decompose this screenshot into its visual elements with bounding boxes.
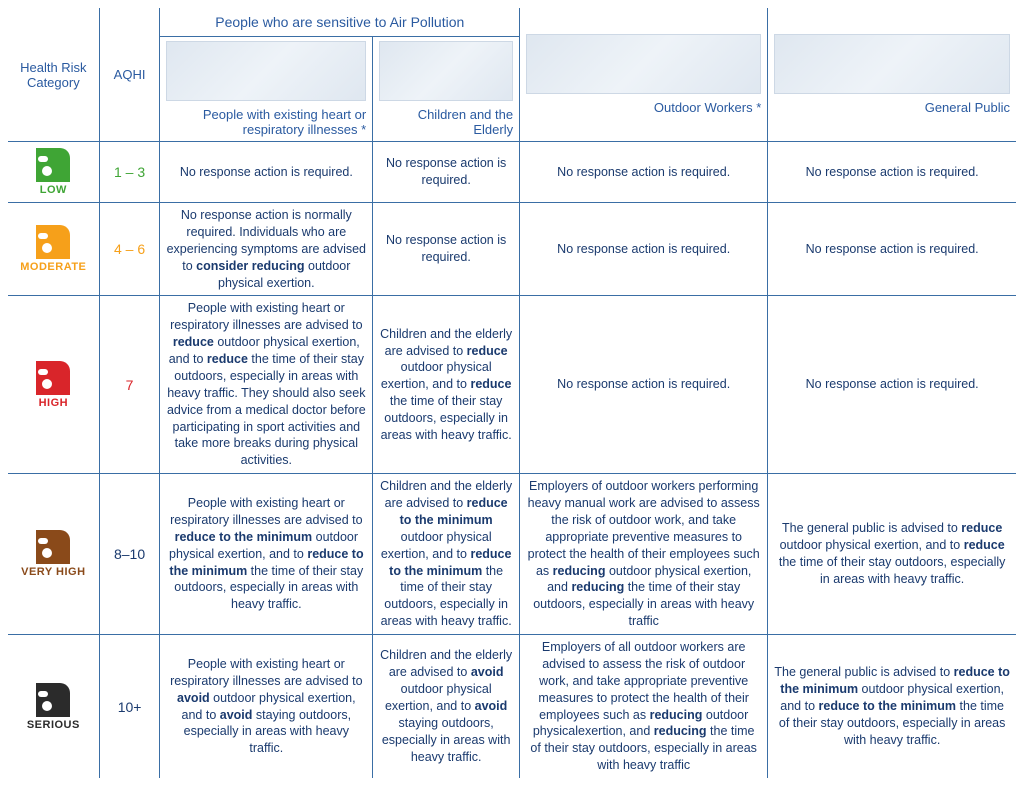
outdoor-workers-image xyxy=(526,34,761,94)
advice-serious-illnesses: People with existing heart or respirator… xyxy=(160,635,373,779)
header-public-cell: General Public xyxy=(768,8,1016,142)
advice-veryhigh-children: Children and the elderly are advised to … xyxy=(373,474,520,635)
advice-moderate-outdoor: No response action is required. xyxy=(520,203,768,296)
advice-veryhigh-illnesses: People with existing heart or respirator… xyxy=(160,474,373,635)
header-children[interactable]: Children and the Elderly xyxy=(379,103,513,137)
advice-moderate-illnesses: No response action is normally required.… xyxy=(160,203,373,296)
risk-label-moderate: MODERATE xyxy=(10,261,97,273)
risk-label-low: LOW xyxy=(10,184,97,196)
aqhi-advice-table: Health Risk Category AQHI People who are… xyxy=(8,8,1016,778)
advice-low-outdoor: No response action is required. xyxy=(520,142,768,203)
advice-veryhigh-public: The general public is advised to reduce … xyxy=(768,474,1016,635)
advice-veryhigh-outdoor: Employers of outdoor workers performing … xyxy=(520,474,768,635)
advice-serious-public: The general public is advised to reduce … xyxy=(768,635,1016,779)
risk-category-low: LOW xyxy=(8,142,99,203)
header-children-cell: Children and the Elderly xyxy=(373,37,520,142)
risk-category-serious: SERIOUS xyxy=(8,635,99,779)
general-public-image xyxy=(774,34,1010,94)
header-sensitive-group: People who are sensitive to Air Pollutio… xyxy=(160,8,520,37)
children-elderly-image xyxy=(379,41,513,101)
aqhi-veryhigh: 8–10 xyxy=(99,474,160,635)
header-outdoor-cell: Outdoor Workers * xyxy=(520,8,768,142)
risk-row-high: HIGH7People with existing heart or respi… xyxy=(8,296,1016,474)
advice-high-public: No response action is required. xyxy=(768,296,1016,474)
aqhi-serious: 10+ xyxy=(99,635,160,779)
aqhi-high: 7 xyxy=(99,296,160,474)
risk-label-serious: SERIOUS xyxy=(10,719,97,731)
header-illnesses[interactable]: People with existing heart or respirator… xyxy=(166,103,366,137)
advice-high-children: Children and the elderly are advised to … xyxy=(373,296,520,474)
header-illnesses-cell: People with existing heart or respirator… xyxy=(160,37,373,142)
header-aqhi: AQHI xyxy=(99,8,160,142)
risk-icon-moderate xyxy=(36,225,70,259)
aqhi-moderate: 4 – 6 xyxy=(99,203,160,296)
risk-category-moderate: MODERATE xyxy=(8,203,99,296)
risk-row-veryhigh: VERY HIGH8–10People with existing heart … xyxy=(8,474,1016,635)
illnesses-image xyxy=(166,41,366,101)
header-outdoor[interactable]: Outdoor Workers * xyxy=(526,96,761,115)
aqhi-low: 1 – 3 xyxy=(99,142,160,203)
risk-row-serious: SERIOUS10+People with existing heart or … xyxy=(8,635,1016,779)
risk-icon-low xyxy=(36,148,70,182)
advice-low-children: No response action is required. xyxy=(373,142,520,203)
advice-low-public: No response action is required. xyxy=(768,142,1016,203)
risk-row-moderate: MODERATE4 – 6No response action is norma… xyxy=(8,203,1016,296)
advice-serious-outdoor: Employers of all outdoor workers are adv… xyxy=(520,635,768,779)
risk-category-high: HIGH xyxy=(8,296,99,474)
advice-serious-children: Children and the elderly are advised to … xyxy=(373,635,520,779)
advice-moderate-public: No response action is required. xyxy=(768,203,1016,296)
risk-icon-serious xyxy=(36,683,70,717)
advice-high-illnesses: People with existing heart or respirator… xyxy=(160,296,373,474)
header-public[interactable]: General Public xyxy=(774,96,1010,115)
advice-tbody: LOW1 – 3No response action is required.N… xyxy=(8,142,1016,779)
advice-low-illnesses: No response action is required. xyxy=(160,142,373,203)
risk-row-low: LOW1 – 3No response action is required.N… xyxy=(8,142,1016,203)
risk-label-veryhigh: VERY HIGH xyxy=(10,566,97,578)
risk-category-veryhigh: VERY HIGH xyxy=(8,474,99,635)
advice-high-outdoor: No response action is required. xyxy=(520,296,768,474)
risk-icon-high xyxy=(36,361,70,395)
risk-label-high: HIGH xyxy=(10,397,97,409)
risk-icon-veryhigh xyxy=(36,530,70,564)
header-category: Health Risk Category xyxy=(8,8,99,142)
advice-moderate-children: No response action is required. xyxy=(373,203,520,296)
